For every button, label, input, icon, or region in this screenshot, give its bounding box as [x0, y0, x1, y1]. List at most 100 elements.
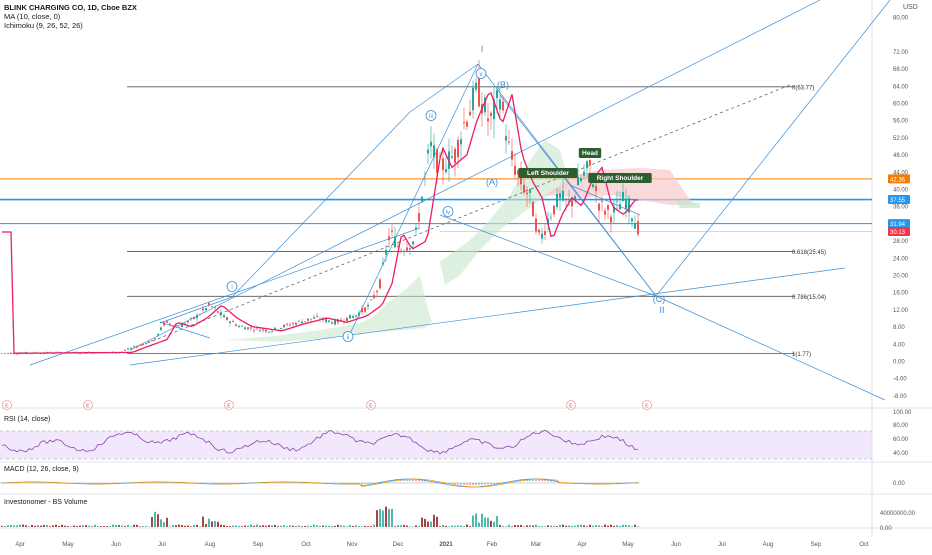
volume-bar — [121, 526, 123, 527]
volume-bar — [61, 525, 63, 527]
macd-histogram-bar — [457, 483, 458, 485]
candle-body — [502, 102, 504, 111]
volume-bar — [565, 526, 567, 527]
volume-bar — [571, 526, 573, 527]
volume-bar — [304, 526, 306, 527]
earnings-marker-label: E — [5, 404, 9, 410]
volume-bar — [610, 525, 612, 527]
volume-bar — [253, 526, 255, 527]
candles-group — [1, 60, 639, 355]
candle-body — [388, 236, 390, 240]
candle-body — [472, 88, 474, 110]
volume-bar — [403, 525, 405, 527]
candle-body — [535, 219, 537, 232]
time-axis-label: Oct — [301, 542, 311, 548]
volume-bar — [190, 526, 192, 527]
price-badge-label: 42.36 — [890, 177, 906, 183]
macd-histogram-bar — [475, 483, 476, 485]
candle-body — [283, 325, 285, 327]
volume-bar — [52, 525, 54, 527]
macd-histogram-bar — [481, 483, 482, 485]
volume-bar — [37, 525, 39, 527]
volume-bar — [475, 514, 477, 527]
volume-bar — [409, 526, 411, 527]
volume-bar — [511, 526, 513, 527]
macd-histogram-bar — [361, 483, 362, 484]
candle-body — [370, 300, 372, 301]
volume-bar — [595, 525, 597, 527]
volume-bar — [637, 526, 639, 527]
volume-bar — [127, 525, 129, 527]
volume-bar — [460, 525, 462, 527]
candle-body — [391, 230, 393, 231]
time-axis-label: Mar — [531, 542, 541, 548]
volume-bar — [205, 524, 207, 527]
volume-bar — [214, 521, 216, 527]
candle-body — [430, 142, 432, 147]
price-tick-label: 68.00 — [893, 67, 909, 73]
wave-label: I — [481, 44, 484, 54]
candle-body — [454, 149, 456, 163]
volume-bar — [469, 526, 471, 527]
candle-body — [541, 234, 543, 239]
volume-bar — [370, 526, 372, 527]
time-axis-label: Apr — [577, 542, 586, 548]
volume-bar — [301, 526, 303, 527]
volume-bar — [64, 526, 66, 527]
volume-bar — [46, 525, 48, 527]
rsi-tick-label: 40.00 — [893, 451, 909, 457]
candle-body — [316, 316, 318, 317]
moving-average-line — [2, 93, 638, 353]
volume-bar — [442, 525, 444, 527]
volume-bar — [268, 525, 270, 527]
macd-histogram-bar — [487, 483, 488, 484]
candle-body — [457, 140, 459, 157]
volume-bar — [49, 526, 51, 527]
candle-body — [325, 319, 327, 322]
volume-bar — [76, 526, 78, 527]
candle-body — [247, 327, 249, 329]
volume-bar — [427, 522, 429, 527]
candle-body — [496, 90, 498, 98]
macd-histogram-bar — [460, 483, 461, 485]
volume-bar — [229, 526, 231, 527]
candle-body — [634, 223, 636, 229]
volume-bar — [415, 525, 417, 527]
fib-level-label: 0(63.77) — [792, 85, 814, 91]
candle-body — [406, 247, 408, 250]
candle-body — [460, 139, 462, 144]
candle-body — [187, 321, 189, 322]
volume-bar — [289, 525, 291, 527]
projection-dashed-line — [130, 85, 790, 350]
volume-bar — [424, 519, 426, 527]
volume-bar — [547, 525, 549, 527]
volume-bar — [250, 525, 252, 527]
candle-body — [166, 321, 168, 322]
candle-body — [523, 185, 525, 193]
candle-body — [361, 308, 363, 312]
volume-bar — [400, 525, 402, 527]
symbol-title: BLINK CHARGING CO, 1D, Cboe BZX — [4, 3, 137, 12]
volume-bar — [109, 526, 111, 527]
candle-body — [559, 193, 561, 198]
volume-bar — [31, 525, 33, 527]
candle-body — [445, 169, 447, 172]
volume-bar — [340, 525, 342, 527]
time-axis-label: Jul — [158, 542, 166, 548]
volume-bar — [328, 526, 330, 527]
volume-bar — [562, 525, 564, 527]
candle-body — [358, 313, 360, 316]
candle-body — [10, 353, 12, 354]
volume-bar — [319, 526, 321, 527]
channel-base-line — [130, 268, 845, 365]
macd-histogram-bar — [493, 483, 494, 484]
volume-bar — [316, 525, 318, 527]
volume-bar — [307, 526, 309, 527]
volume-bar — [412, 526, 414, 527]
candle-body — [7, 353, 9, 354]
volume-bar — [616, 525, 618, 527]
candle-body — [580, 178, 582, 181]
candle-body — [136, 346, 138, 347]
